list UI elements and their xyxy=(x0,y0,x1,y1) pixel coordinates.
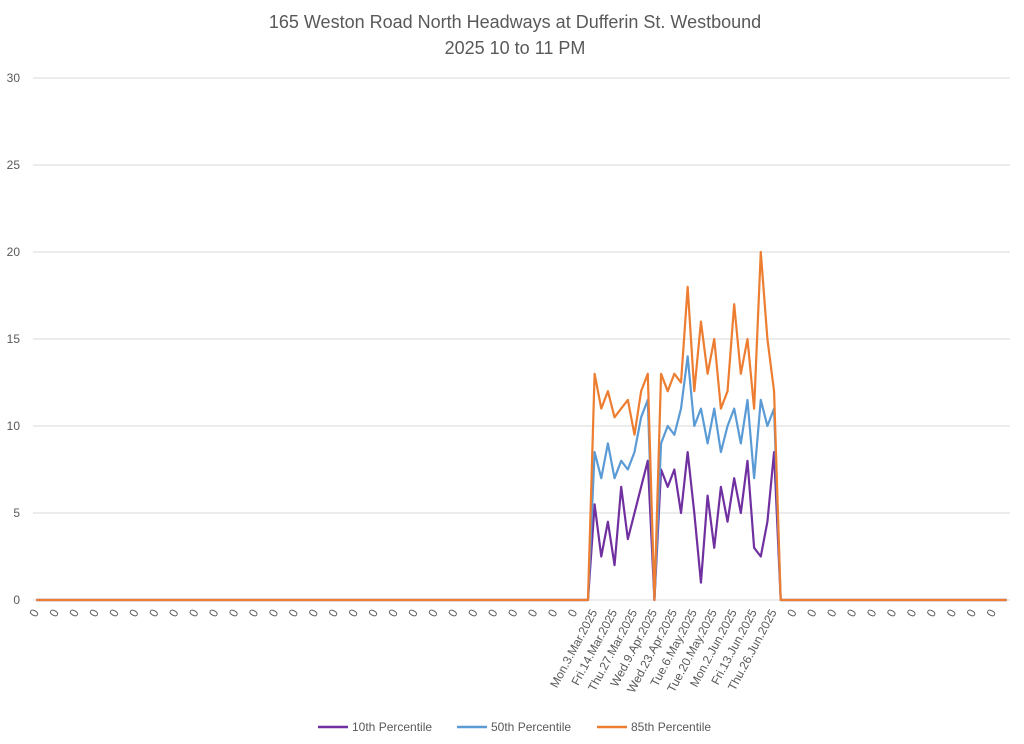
x-tick-label: 0 xyxy=(405,607,421,620)
x-tick-label: 0 xyxy=(485,607,501,620)
x-tick-label: 0 xyxy=(345,607,361,620)
x-tick-label: 0 xyxy=(884,607,900,620)
y-tick-label: 15 xyxy=(7,332,21,346)
y-tick-label: 5 xyxy=(13,506,20,520)
x-tick-label: 0 xyxy=(525,607,541,620)
x-tick-label: 0 xyxy=(365,607,381,620)
x-tick-label: 0 xyxy=(126,607,142,620)
x-tick-label: 0 xyxy=(86,607,102,620)
y-tick-label: 30 xyxy=(7,71,21,85)
x-tick-label: 0 xyxy=(924,607,940,620)
x-tick-label: 0 xyxy=(246,607,262,620)
x-tick-label: 0 xyxy=(46,607,62,620)
x-tick-label: 0 xyxy=(186,607,202,620)
x-tick-label: 0 xyxy=(944,607,960,620)
x-tick-label: 0 xyxy=(66,607,82,620)
x-tick-label: 0 xyxy=(26,607,42,620)
y-tick-label: 20 xyxy=(7,245,21,259)
series-line xyxy=(36,355,1007,602)
x-tick-label: 0 xyxy=(864,607,880,620)
x-tick-label: 0 xyxy=(545,607,561,620)
x-tick-label: 0 xyxy=(784,607,800,620)
x-tick-label: 0 xyxy=(565,607,581,620)
x-tick-label: 0 xyxy=(106,607,122,620)
legend-label: 85th Percentile xyxy=(631,720,711,734)
x-tick-label: 0 xyxy=(824,607,840,620)
x-tick-label: 0 xyxy=(904,607,920,620)
x-tick-label: 0 xyxy=(306,607,322,620)
chart-title: 165 Weston Road North Headways at Duffer… xyxy=(269,12,761,32)
x-tick-label: 0 xyxy=(286,607,302,620)
x-tick-label: 0 xyxy=(385,607,401,620)
series-line xyxy=(36,451,1007,602)
y-tick-label: 10 xyxy=(7,419,21,433)
x-tick-label: 0 xyxy=(984,607,1000,620)
x-tick-label: 0 xyxy=(166,607,182,620)
x-tick-label: 0 xyxy=(465,607,481,620)
x-tick-label: 0 xyxy=(266,607,282,620)
x-tick-label: 0 xyxy=(505,607,521,620)
legend-label: 50th Percentile xyxy=(491,720,571,734)
x-tick-label: 0 xyxy=(146,607,162,620)
x-tick-label: 0 xyxy=(804,607,820,620)
x-tick-label: 0 xyxy=(964,607,980,620)
series-line xyxy=(36,250,1007,602)
y-tick-label: 0 xyxy=(13,593,20,607)
chart-subtitle: 2025 10 to 11 PM xyxy=(445,38,586,58)
x-tick-label: 0 xyxy=(206,607,222,620)
x-tick-label: 0 xyxy=(326,607,342,620)
legend-label: 10th Percentile xyxy=(352,720,432,734)
x-tick-label: 0 xyxy=(425,607,441,620)
x-tick-label: 0 xyxy=(445,607,461,620)
x-tick-label: 0 xyxy=(226,607,242,620)
x-tick-label: 0 xyxy=(844,607,860,620)
y-tick-label: 25 xyxy=(7,158,21,172)
